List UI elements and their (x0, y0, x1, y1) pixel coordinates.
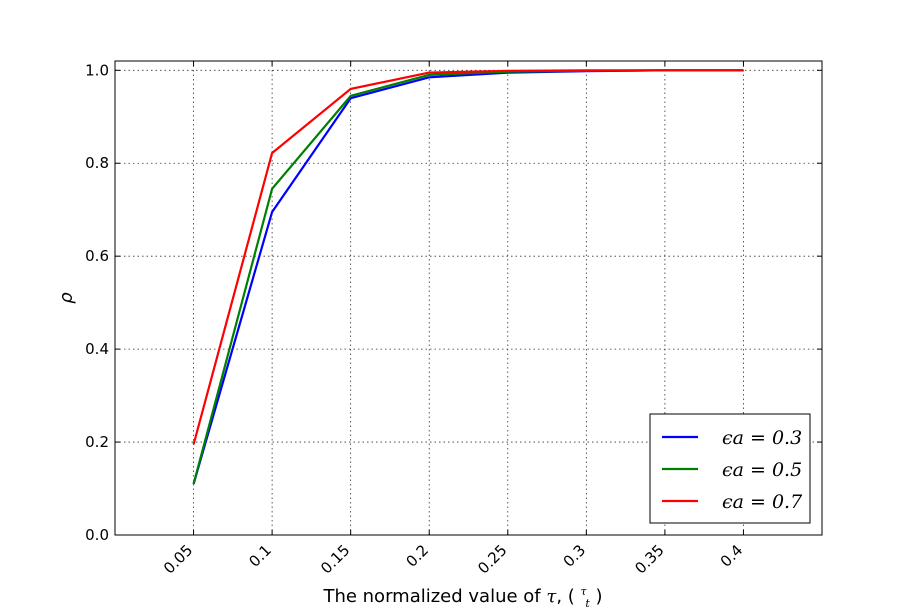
x-tick-label: 0.25 (474, 541, 510, 577)
x-tick-label: 0.15 (317, 541, 353, 577)
legend: ϵa = 0.3 ϵa = 0.5 ϵa = 0.7 (649, 413, 811, 524)
legend-label: ϵa = 0.5 (722, 459, 802, 481)
series-line (192, 69, 744, 445)
x-tick-label: 0.3 (560, 541, 590, 571)
x-axis-title: The normalized value of τ, ( τ t ) (322, 579, 602, 612)
y-tick-label: 0.6 (85, 247, 109, 265)
y-tick-label: 1.0 (85, 61, 109, 79)
plot-frame (114, 60, 823, 536)
x-tick-label: 0.2 (402, 541, 432, 571)
y-tick-label: 0.8 (85, 154, 109, 172)
y-tick-label: 0.0 (85, 526, 109, 544)
legend-label: ϵa = 0.7 (722, 491, 803, 513)
x-tick-label: 0.35 (631, 541, 667, 577)
y-tick-label: 0.4 (85, 340, 109, 358)
y-tick-label: 0.2 (85, 433, 109, 451)
y-axis-title: ρ (56, 292, 77, 304)
legend-label: ϵa = 0.3 (722, 427, 802, 449)
x-tick-label: 0.4 (717, 541, 747, 571)
x-tick-label: 0.1 (245, 541, 275, 571)
x-tick-label: 0.05 (160, 541, 196, 577)
series-lines (192, 69, 744, 485)
